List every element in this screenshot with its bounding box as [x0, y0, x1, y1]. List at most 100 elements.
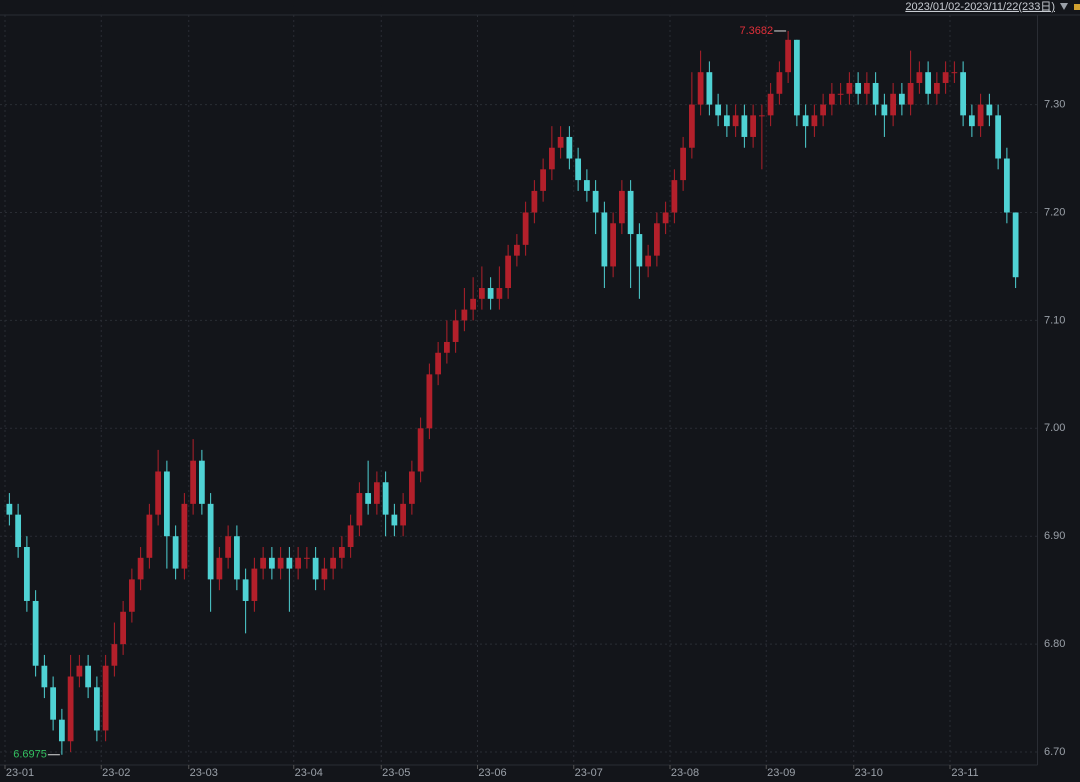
candle-body: [618, 190, 625, 224]
candle-body: [356, 493, 363, 526]
candle-body: [662, 212, 669, 224]
candle-body: [207, 503, 214, 580]
candle-body: [443, 341, 450, 353]
dropdown-icon[interactable]: [1060, 3, 1068, 10]
candle-body: [120, 611, 127, 645]
x-tick-label: 23-10: [855, 767, 883, 779]
candle-body: [181, 503, 188, 569]
candle-body: [295, 557, 302, 569]
candle-body: [513, 244, 520, 256]
x-tick-label: 23-04: [295, 767, 323, 779]
candle-body: [872, 82, 879, 105]
candle-body: [435, 352, 442, 375]
candle-body: [811, 115, 818, 127]
corner-icon: [1074, 4, 1080, 10]
candle-body: [548, 147, 555, 170]
candle-body: [417, 428, 424, 472]
candle-body: [732, 115, 739, 127]
candle-body: [242, 579, 249, 601]
candle-body: [32, 600, 39, 666]
candle-body: [67, 676, 74, 742]
candle-body: [347, 525, 354, 548]
candle-body: [697, 72, 704, 105]
candle-body: [566, 136, 573, 159]
candle-body: [391, 514, 398, 526]
candle-body: [478, 288, 485, 299]
candle-body: [251, 568, 258, 601]
candle-body: [706, 72, 713, 105]
candle-body: [303, 557, 310, 559]
candle-body: [172, 536, 179, 569]
min-label: 6.6975: [13, 749, 47, 761]
candle-body: [268, 557, 275, 569]
candle-body: [636, 234, 643, 267]
candle-body: [198, 460, 205, 504]
candle-body: [820, 104, 827, 116]
candle-body: [531, 190, 538, 213]
y-tick-label: 6.70: [1044, 746, 1065, 758]
candle-body: [487, 288, 494, 299]
y-tick-label: 6.80: [1044, 638, 1065, 650]
candle-body: [102, 665, 109, 731]
candle-body: [505, 255, 512, 289]
candle-body: [951, 72, 958, 74]
candle-body: [645, 255, 652, 267]
candle-body: [627, 190, 634, 235]
candle-body: [15, 514, 22, 548]
candle-body: [890, 93, 897, 116]
candle-body: [785, 39, 792, 73]
candle-body: [321, 568, 328, 580]
candle-body: [155, 471, 162, 515]
candle-body: [750, 115, 757, 137]
candle-body: [137, 557, 144, 580]
candle-body: [898, 93, 905, 105]
candle-body: [163, 471, 170, 537]
x-tick-label: 23-06: [478, 767, 506, 779]
candle-body: [723, 115, 730, 127]
candle-body: [338, 547, 345, 558]
candle-body: [977, 104, 984, 127]
candle-body: [575, 158, 582, 181]
x-tick-label: 23-11: [951, 767, 978, 779]
candle-body: [942, 72, 949, 83]
candle-body: [277, 557, 284, 569]
candle-body: [382, 482, 389, 515]
candle-body: [855, 82, 862, 94]
candle-body: [23, 547, 30, 601]
candle-body: [426, 374, 433, 429]
y-tick-label: 7.20: [1044, 206, 1065, 218]
candle-body: [522, 212, 529, 245]
candle-body: [933, 82, 940, 94]
x-tick-label: 23-01: [6, 767, 34, 779]
date-range[interactable]: 2023/01/02-2023/11/22(233日): [905, 1, 1055, 13]
candle-body: [846, 82, 853, 94]
candle-body: [960, 72, 967, 116]
candle-body: [680, 147, 687, 181]
candle-body: [837, 93, 844, 95]
candle-body: [968, 115, 975, 127]
candle-body: [758, 115, 765, 117]
candle-body: [496, 288, 503, 299]
candle-body: [802, 115, 809, 127]
candle-body: [225, 536, 232, 558]
candle-body: [671, 180, 678, 213]
candle-body: [365, 493, 372, 504]
candle-body: [688, 104, 695, 148]
candle-body: [111, 644, 118, 666]
candle-body: [995, 115, 1002, 159]
candle-body: [286, 557, 293, 569]
candle-body: [767, 93, 774, 116]
candle-body: [373, 482, 380, 504]
candle-body: [58, 719, 65, 742]
candle-body: [408, 471, 415, 504]
candle-body: [128, 579, 135, 612]
candle-body: [312, 557, 319, 580]
candle-body: [50, 687, 57, 720]
candle-body: [146, 514, 153, 558]
x-tick-label: 23-09: [767, 767, 795, 779]
x-tick-label: 23-05: [382, 767, 410, 779]
candle-body: [610, 223, 617, 267]
candle-body: [85, 665, 92, 688]
candle-body: [1003, 158, 1010, 213]
